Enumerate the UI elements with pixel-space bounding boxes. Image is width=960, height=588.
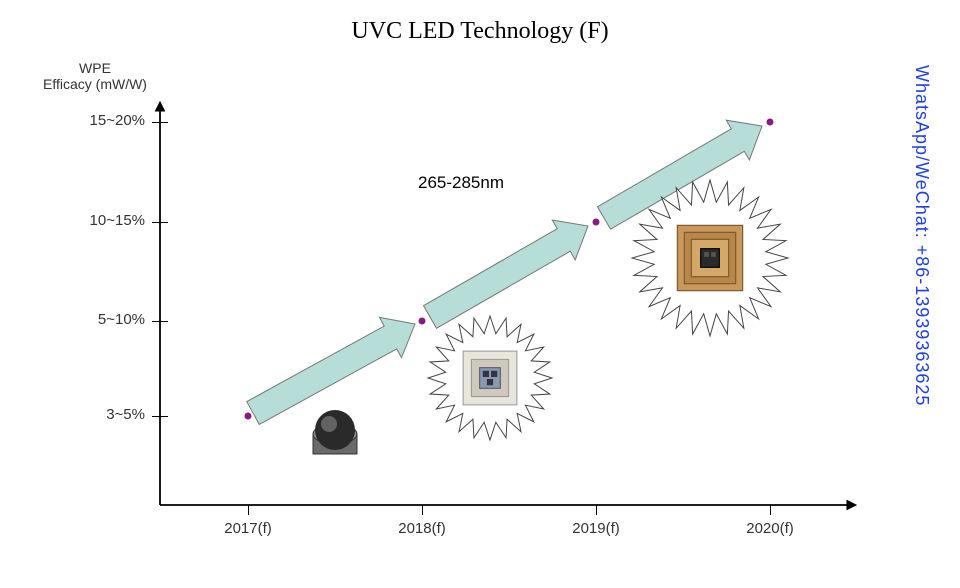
- data-point: [767, 119, 774, 126]
- x-tick-mark: [770, 505, 771, 515]
- contact-watermark: WhatsApp/WeChat: +86-13939363625: [911, 65, 932, 406]
- x-tick-mark: [596, 505, 597, 515]
- led-package-gold-chip: [675, 223, 745, 293]
- y-tick-label: 5~10%: [75, 311, 145, 328]
- y-tick-label: 3~5%: [75, 406, 145, 423]
- y-tick-mark: [152, 222, 168, 223]
- wavelength-annotation: 265-285nm: [418, 173, 504, 193]
- led-package-dome: [305, 400, 365, 460]
- y-tick-mark: [152, 122, 168, 123]
- y-tick-label: 15~20%: [75, 112, 145, 129]
- data-point: [593, 219, 600, 226]
- chart-title: UVC LED Technology (F): [351, 18, 608, 45]
- x-tick-label: 2018(f): [382, 520, 462, 537]
- y-axis-label: WPEEfficacy (mW/W): [40, 60, 150, 92]
- data-point: [419, 318, 426, 325]
- y-tick-label: 10~15%: [75, 212, 145, 229]
- led-package-white-chip: [459, 347, 521, 409]
- x-tick-label: 2017(f): [208, 520, 288, 537]
- x-tick-label: 2019(f): [556, 520, 636, 537]
- data-point: [245, 413, 252, 420]
- y-tick-mark: [152, 416, 168, 417]
- x-tick-mark: [248, 505, 249, 515]
- x-tick-mark: [422, 505, 423, 515]
- x-tick-label: 2020(f): [730, 520, 810, 537]
- y-tick-mark: [152, 321, 168, 322]
